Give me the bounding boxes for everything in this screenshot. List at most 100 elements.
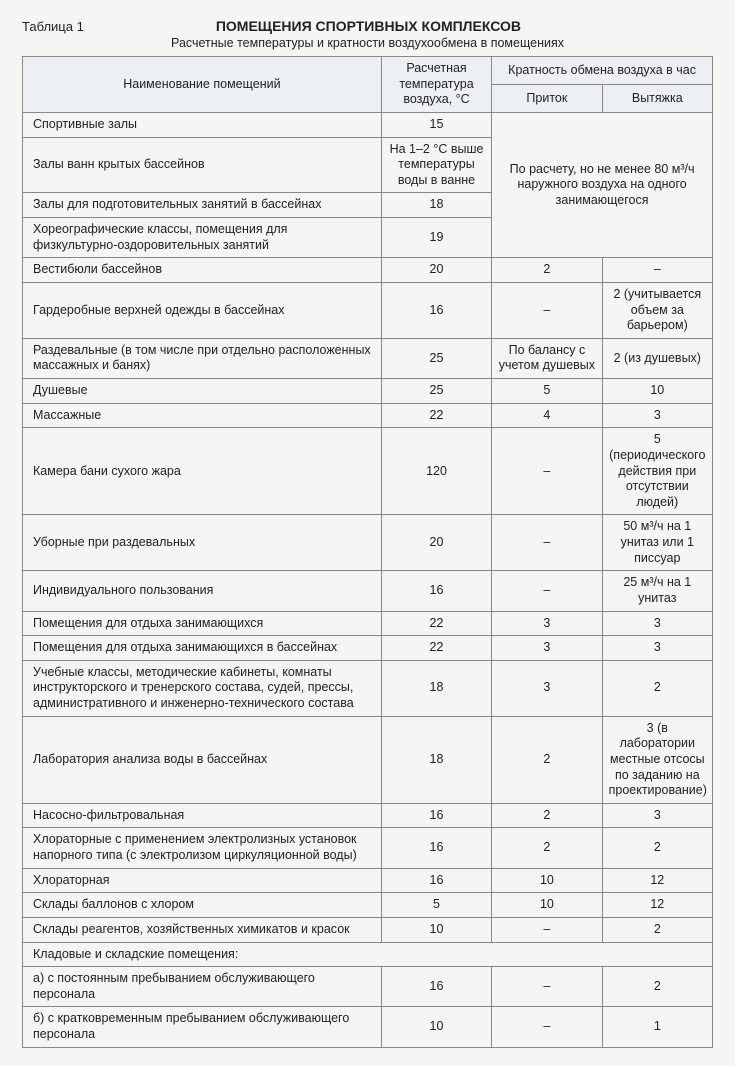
row-outflow: 2 (из душевых) [602,338,712,378]
row-inflow: 2 [492,716,602,803]
row-outflow: 2 (учитывается объем за барьером) [602,282,712,338]
table-row: Вестибюли бассейнов202– [23,258,713,283]
row-outflow: 1 [602,1007,712,1047]
row-outflow: 2 [602,917,712,942]
row-outflow: 2 [602,660,712,716]
row-temp: 20 [381,258,491,283]
row-inflow: – [492,428,602,515]
row-temp: 16 [381,282,491,338]
row-name: Склады реагентов, хозяйственных химикато… [23,917,382,942]
table-row: Кладовые и складские помещения: [23,942,713,967]
table-row: а) с постоянным пребыванием обслуживающе… [23,967,713,1007]
table-row: Лаборатория анализа воды в бассейнах1823… [23,716,713,803]
row-name: Кладовые и складские помещения: [23,942,713,967]
col-header-exchange: Кратность обмена воздуха в час [492,57,713,85]
row-outflow: 12 [602,868,712,893]
row-outflow: 10 [602,379,712,404]
row-name: б) с кратковременным пребыванием обслужи… [23,1007,382,1047]
row-inflow: – [492,571,602,611]
merged-exchange-note: По расчету, но не менее 80 м³/ч наружног… [492,112,713,257]
row-name: Массажные [23,403,382,428]
row-name: Уборные при раздевальных [23,515,382,571]
row-temp: 10 [381,917,491,942]
row-outflow: 3 [602,803,712,828]
row-name: Помещения для отдыха занимающихся [23,611,382,636]
row-temp: 22 [381,636,491,661]
table-row: Насосно-фильтровальная1623 [23,803,713,828]
row-name: Залы для подготовительных занятий в басс… [23,193,382,218]
col-header-name: Наименование помещений [23,57,382,113]
row-temp: 120 [381,428,491,515]
table-row: Уборные при раздевальных20–50 м³/ч на 1 … [23,515,713,571]
row-name: Помещения для отдыха занимающихся в басс… [23,636,382,661]
row-inflow: 2 [492,828,602,868]
row-inflow: 5 [492,379,602,404]
row-outflow: 2 [602,967,712,1007]
table-row: Помещения для отдыха занимающихся в басс… [23,636,713,661]
row-temp: 5 [381,893,491,918]
row-name: Раздевальные (в том числе при отдельно р… [23,338,382,378]
table-row: Хлораторные с применением электролизных … [23,828,713,868]
row-name: Душевые [23,379,382,404]
col-header-temp: Расчетная температура воздуха, °С [381,57,491,113]
row-outflow: 2 [602,828,712,868]
table-row: Раздевальные (в том числе при отдельно р… [23,338,713,378]
row-outflow: 12 [602,893,712,918]
row-name: Спортивные залы [23,112,382,137]
table-row: Гардеробные верхней одежды в бассейнах16… [23,282,713,338]
row-name: Хореографические классы, помещения для ф… [23,218,382,258]
row-name: Учебные классы, методические кабинеты, к… [23,660,382,716]
row-name: Хлораторная [23,868,382,893]
row-name: Склады баллонов с хлором [23,893,382,918]
row-inflow: 2 [492,258,602,283]
row-inflow: – [492,1007,602,1047]
row-temp: 25 [381,338,491,378]
row-inflow: 3 [492,611,602,636]
page-title: ПОМЕЩЕНИЯ СПОРТИВНЫХ КОМПЛЕКСОВ [24,18,713,34]
page-subtitle: Расчетные температуры и кратности воздух… [22,36,713,50]
row-name: Вестибюли бассейнов [23,258,382,283]
row-outflow: 5 (периодического действия при отсутстви… [602,428,712,515]
row-inflow: 3 [492,636,602,661]
table-row: Склады реагентов, хозяйственных химикато… [23,917,713,942]
row-temp: 15 [381,112,491,137]
table-row: Помещения для отдыха занимающихся2233 [23,611,713,636]
row-inflow: 10 [492,868,602,893]
row-inflow: 4 [492,403,602,428]
row-temp: 16 [381,967,491,1007]
row-name: Насосно-фильтровальная [23,803,382,828]
row-name: Лаборатория анализа воды в бассейнах [23,716,382,803]
row-temp: 22 [381,403,491,428]
row-temp: 20 [381,515,491,571]
row-inflow: – [492,967,602,1007]
row-temp: 18 [381,716,491,803]
row-outflow: 3 (в лаборатории местные отсосы по задан… [602,716,712,803]
row-name: Гардеробные верхней одежды в бассейнах [23,282,382,338]
row-temp: 16 [381,803,491,828]
row-name: Камера бани сухого жара [23,428,382,515]
row-inflow: 2 [492,803,602,828]
row-inflow: По балансу с учетом душевых [492,338,602,378]
row-name: Хлораторные с применением электролизных … [23,828,382,868]
col-header-outflow: Вытяжка [602,84,712,112]
row-inflow: 3 [492,660,602,716]
row-temp: 25 [381,379,491,404]
row-name: Индивидуального пользования [23,571,382,611]
table-row: Учебные классы, методические кабинеты, к… [23,660,713,716]
table-row: Массажные2243 [23,403,713,428]
table-row: б) с кратковременным пребыванием обслужи… [23,1007,713,1047]
col-header-inflow: Приток [492,84,602,112]
row-outflow: 50 м³/ч на 1 унитаз или 1 писсуар [602,515,712,571]
row-inflow: – [492,515,602,571]
table-row: Камера бани сухого жара120–5 (периодичес… [23,428,713,515]
table-row: Склады баллонов с хлором51012 [23,893,713,918]
row-outflow: 25 м³/ч на 1 унитаз [602,571,712,611]
row-inflow: 10 [492,893,602,918]
row-outflow: 3 [602,403,712,428]
row-temp: 16 [381,828,491,868]
row-temp: На 1–2 °С выше температуры воды в ванне [381,137,491,193]
row-temp: 16 [381,868,491,893]
row-outflow: – [602,258,712,283]
row-outflow: 3 [602,636,712,661]
row-temp: 18 [381,193,491,218]
